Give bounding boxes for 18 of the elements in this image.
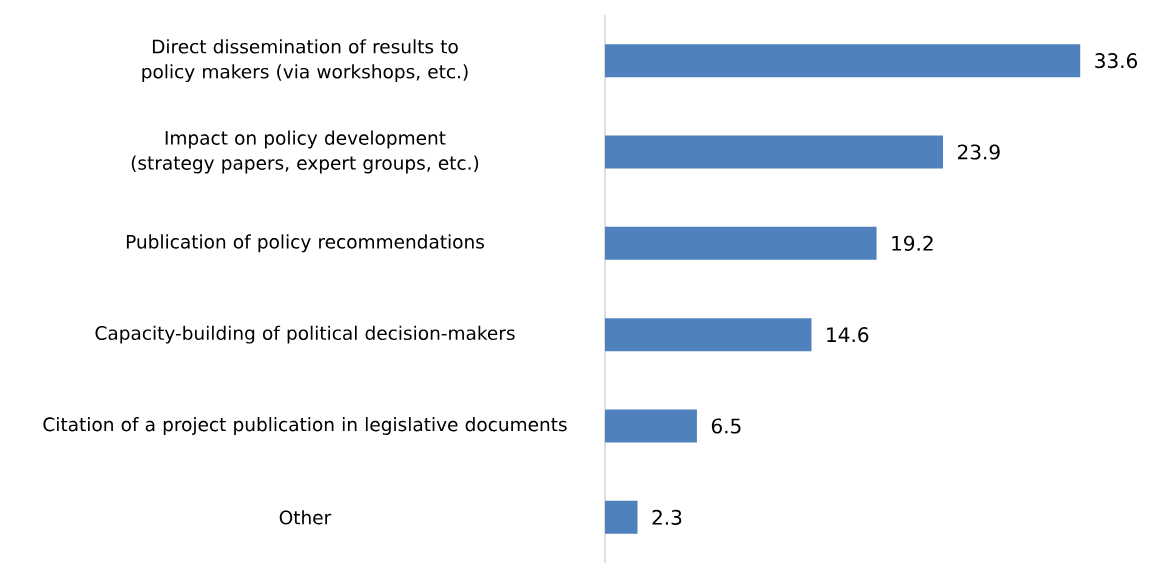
bar bbox=[605, 409, 697, 443]
bar bbox=[605, 135, 944, 169]
y-tick-label: Capacity-building of political decision-makers bbox=[95, 325, 515, 344]
data-label: 19.2 bbox=[892, 235, 933, 251]
y-tick-label: Other bbox=[279, 510, 332, 525]
data-label: 2.3 bbox=[652, 509, 682, 525]
bar bbox=[605, 226, 877, 260]
bar bbox=[605, 44, 1081, 78]
data-label: 6.5 bbox=[711, 418, 741, 434]
data-label: 33.6 bbox=[1095, 53, 1138, 69]
bar bbox=[605, 318, 812, 352]
y-tick-label: Citation of a project publication in legislative documents bbox=[43, 417, 567, 435]
y-tick-label: Publication of policy recommendations bbox=[126, 234, 484, 253]
data-label: 14.6 bbox=[827, 327, 869, 343]
y-tick-label: Impact on policy development (strategy papers, expert groups, etc.) bbox=[131, 130, 479, 174]
y-tick-label: Direct dissemination of results to policy makers (via workshops, etc.) bbox=[142, 39, 468, 83]
bar bbox=[605, 500, 638, 534]
data-label: 23.9 bbox=[958, 144, 1000, 160]
